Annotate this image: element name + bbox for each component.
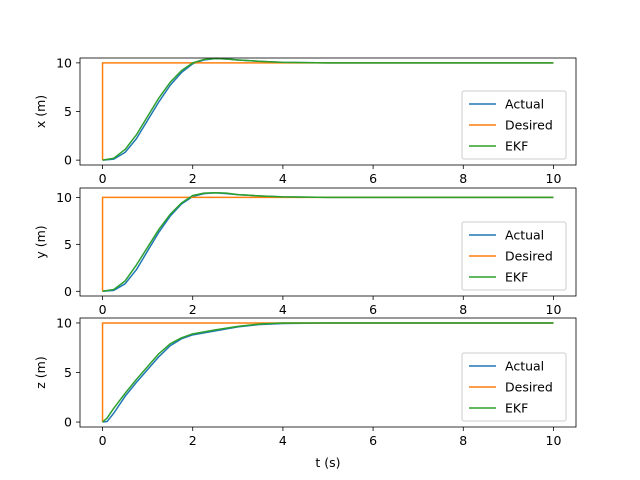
- y-axis-label: z (m): [33, 356, 48, 388]
- y-tick-label: 0: [64, 153, 72, 168]
- y-axis-label: x (m): [33, 95, 48, 128]
- legend-label-desired: Desired: [505, 249, 553, 264]
- series-ekf-line: [102, 322, 554, 423]
- x-tick-label: 8: [459, 302, 467, 317]
- x-tick-label: 8: [459, 433, 467, 448]
- x-tick-label: 0: [99, 171, 107, 186]
- axes-frame: [79, 187, 577, 297]
- series-ekf-line: [102, 191, 554, 293]
- legend-frame: [461, 221, 567, 291]
- x-axis-label: t (s): [315, 455, 340, 470]
- legend-frame: [461, 90, 567, 160]
- y-tick-label: 5: [64, 365, 72, 380]
- legend-label-actual: Actual: [505, 359, 544, 374]
- legend-label-actual: Actual: [505, 97, 544, 112]
- x-tick-label: 6: [369, 433, 377, 448]
- y-tick-label: 0: [64, 284, 72, 299]
- x-tick-label: 4: [279, 302, 287, 317]
- x-tick-label: 10: [546, 433, 562, 448]
- y-tick-label: 10: [56, 55, 72, 70]
- y-tick-label: 0: [64, 415, 72, 430]
- subplot-1: 0 2 4 6 8 10 0 5 10 x (m) Actual Desired EKF: [33, 55, 577, 186]
- x-tick-label: 10: [546, 302, 562, 317]
- x-tick-label: 10: [546, 171, 562, 186]
- x-tick-label: 6: [369, 171, 377, 186]
- x-tick-label: 6: [369, 302, 377, 317]
- x-tick-label: 8: [459, 171, 467, 186]
- legend: Actual Desired EKF: [461, 90, 567, 160]
- legend: Actual Desired EKF: [461, 221, 567, 291]
- x-tick-label: 2: [189, 302, 197, 317]
- x-tick-label: 0: [99, 302, 107, 317]
- y-tick-label: 10: [56, 315, 72, 330]
- legend-label-ekf: EKF: [505, 139, 528, 154]
- y-axis-label: y (m): [33, 225, 48, 258]
- legend-label-desired: Desired: [505, 118, 553, 133]
- legend-label-actual: Actual: [505, 228, 544, 243]
- y-tick-label: 5: [64, 237, 72, 252]
- legend-label-ekf: EKF: [505, 270, 528, 285]
- x-tick-label: 2: [189, 433, 197, 448]
- legend-label-ekf: EKF: [505, 401, 528, 416]
- subplot-3: 0 2 4 6 8 10 0 5 10 z (m) t (s) Actual Desired EKF: [33, 315, 577, 470]
- legend-label-desired: Desired: [505, 380, 553, 395]
- x-tick-label: 4: [279, 171, 287, 186]
- series-ekf-line: [102, 57, 554, 161]
- x-tick-label: 0: [99, 433, 107, 448]
- x-tick-label: 4: [279, 433, 287, 448]
- y-tick-label: 5: [64, 104, 72, 119]
- subplot-2: 0 2 4 6 8 10 0 5 10 y (m) Actual Desired EKF: [33, 187, 577, 317]
- legend-frame: [461, 352, 567, 422]
- legend: Actual Desired EKF: [461, 352, 567, 422]
- x-tick-label: 2: [189, 171, 197, 186]
- y-tick-label: 10: [56, 190, 72, 205]
